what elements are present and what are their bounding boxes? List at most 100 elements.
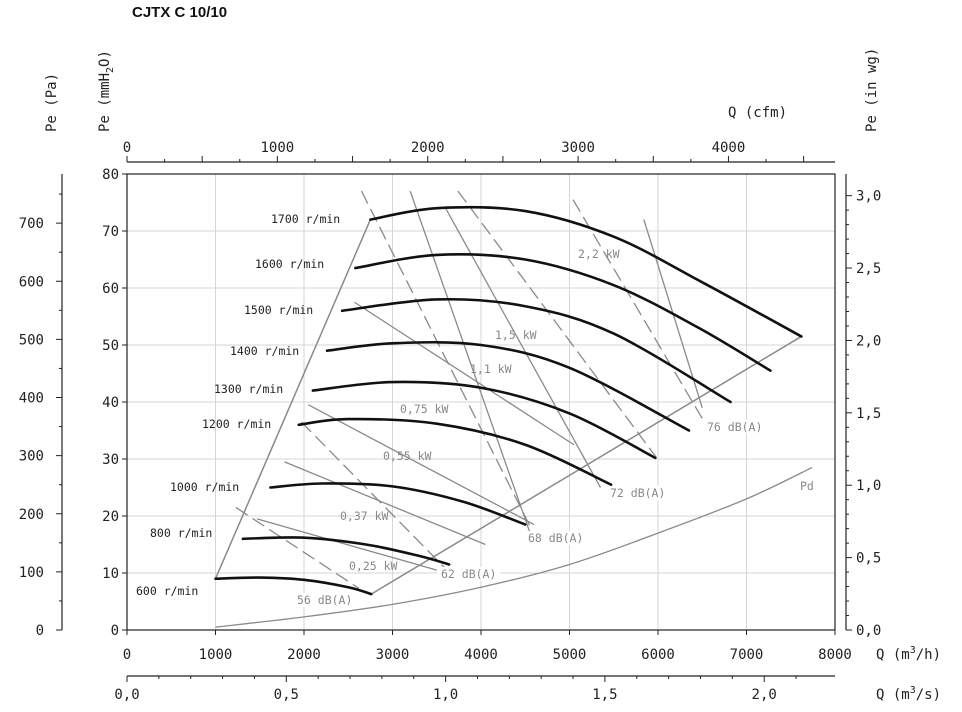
m3s-tick-label: 0,0 xyxy=(114,687,139,703)
power-line xyxy=(409,190,535,545)
pd-curve xyxy=(215,466,813,628)
inwg-tick-label: 3,0 xyxy=(856,189,881,205)
speed-curve xyxy=(311,380,657,460)
cfm-tick-label: 2000 xyxy=(411,140,445,156)
axis-titles: Pe (Pa) Pe (mmH2O) Pe (in wg) Q (cfm) Q … xyxy=(44,48,941,703)
speed-curve xyxy=(325,340,691,432)
noise-line-label: 56 dB(A) xyxy=(297,593,352,607)
chart-title: CJTX C 10/10 xyxy=(132,4,228,21)
left-mmh2o-label-text: Pe (mmH xyxy=(97,73,113,132)
cfm-tick-label: 4000 xyxy=(712,140,746,156)
axis-ticks: 0 1000 2000 3000 4000 5000 6000 7000 8000 0 10 20 30… xyxy=(19,140,882,703)
mmh2o-tick-label: 70 xyxy=(102,224,119,240)
speed-curve xyxy=(241,536,451,566)
power-line-label: 0,37 kW xyxy=(340,509,389,523)
noise-line-label: 68 dB(A) xyxy=(528,531,583,545)
speed-curve xyxy=(297,417,613,486)
performance-curves xyxy=(214,190,813,628)
noise-line xyxy=(457,190,657,458)
left-mmh2o-label-sub: 2 xyxy=(105,67,116,73)
m3h-tick-label: 7000 xyxy=(730,647,764,663)
m3h-tick-label: 6000 xyxy=(641,647,675,663)
speed-curve-label: 1000 r/min xyxy=(170,480,239,494)
speed-curve xyxy=(354,253,772,372)
boundary-left-line xyxy=(214,219,372,579)
power-line xyxy=(284,461,486,546)
power-line-label: 2,2 kW xyxy=(578,247,620,261)
speed-curve xyxy=(340,297,732,404)
inwg-tick-label: 1,0 xyxy=(856,478,881,494)
speed-curve xyxy=(269,482,527,526)
m3h-label-sup: 3 xyxy=(910,645,916,656)
mmh2o-tick-label: 40 xyxy=(102,395,119,411)
top-cfm-axis-label: Q (cfm) xyxy=(728,105,787,121)
mmh2o-tick-label: 60 xyxy=(102,281,119,297)
noise-line xyxy=(572,199,710,431)
inwg-tick-label: 0,5 xyxy=(856,551,881,567)
right-inwg-axis-label: Pe (in wg) xyxy=(864,48,880,132)
m3s-label-text: Q (m xyxy=(876,687,910,703)
m3h-tick-label: 4000 xyxy=(464,647,498,663)
noise-line xyxy=(300,421,447,571)
inwg-tick-label: 2,5 xyxy=(856,261,881,277)
cfm-tick-label: 1000 xyxy=(261,140,295,156)
noise-label-bg xyxy=(438,567,500,581)
m3s-label-sup: 3 xyxy=(910,685,916,696)
m3h-tick-label: 8000 xyxy=(818,647,852,663)
left-pa-axis-label: Pe (Pa) xyxy=(44,73,60,132)
m3s-label-end: /s) xyxy=(916,687,941,703)
pa-tick-label: 200 xyxy=(19,507,44,523)
pa-tick-label: 700 xyxy=(19,216,44,232)
speed-curve-label: 1600 r/min xyxy=(255,257,324,271)
cfm-tick-label: 3000 xyxy=(561,140,595,156)
inwg-tick-label: 0,0 xyxy=(856,623,881,639)
m3h-tick-label: 5000 xyxy=(553,647,587,663)
noise-label-bg xyxy=(704,420,766,434)
noise-label-bg xyxy=(525,531,587,545)
m3h-tick-label: 1000 xyxy=(199,647,233,663)
m3h-tick-label: 3000 xyxy=(376,647,410,663)
noise-line xyxy=(360,190,533,530)
m3h-label-text: Q (m xyxy=(876,647,910,663)
pa-tick-label: 300 xyxy=(19,449,44,465)
m3s-tick-label: 1,0 xyxy=(433,687,458,703)
left-mmh2o-label-end: O) xyxy=(97,50,113,67)
pa-tick-label: 100 xyxy=(19,565,44,581)
power-line xyxy=(354,301,575,446)
noise-label-bg xyxy=(607,486,669,500)
speed-curve-label: 1500 r/min xyxy=(244,303,313,317)
power-line-label: 0,25 kW xyxy=(349,559,398,573)
noise-line-label: 76 dB(A) xyxy=(707,420,762,434)
mmh2o-tick-label: 10 xyxy=(102,566,119,582)
speed-curve-label: 1300 r/min xyxy=(214,382,283,396)
noise-label-bg xyxy=(294,593,356,607)
power-line-label: 0,55 kW xyxy=(383,449,432,463)
speed-curve-label: 1200 r/min xyxy=(202,417,271,431)
mmh2o-tick-label: 50 xyxy=(102,338,119,354)
bottom-m3h-axis-label: Q (m3/h) xyxy=(876,645,941,663)
curve-labels: 600 r/min 800 r/min 1000 r/min 1200 r/min 13… xyxy=(136,212,814,607)
m3s-tick-label: 2,0 xyxy=(752,687,777,703)
left-mmh2o-axis-label: Pe (mmH2O) xyxy=(97,50,116,132)
bottom-m3s-axis-label: Q (m3/s) xyxy=(876,685,941,703)
mmh2o-tick-label: 80 xyxy=(102,167,119,183)
noise-line xyxy=(235,506,360,589)
mmh2o-tick-label: 30 xyxy=(102,452,119,468)
pa-tick-label: 500 xyxy=(19,332,44,348)
inwg-tick-label: 2,0 xyxy=(856,333,881,349)
boundary-right-line xyxy=(370,335,802,595)
power-line-label: 1,5 kW xyxy=(495,328,537,342)
speed-curve-label: 600 r/min xyxy=(136,584,198,598)
cfm-tick-label: 0 xyxy=(123,140,131,156)
speed-curve-label: 1400 r/min xyxy=(230,344,299,358)
noise-line-label: 72 dB(A) xyxy=(610,486,665,500)
m3h-tick-label: 0 xyxy=(123,647,131,663)
pd-curve-label: Pd xyxy=(800,479,814,493)
noise-line-label: 62 dB(A) xyxy=(441,567,496,581)
pa-tick-label: 600 xyxy=(19,274,44,290)
power-line xyxy=(308,404,535,526)
m3s-tick-label: 0,5 xyxy=(274,687,299,703)
inwg-tick-label: 1,5 xyxy=(856,406,881,422)
mmh2o-tick-label: 20 xyxy=(102,509,119,525)
